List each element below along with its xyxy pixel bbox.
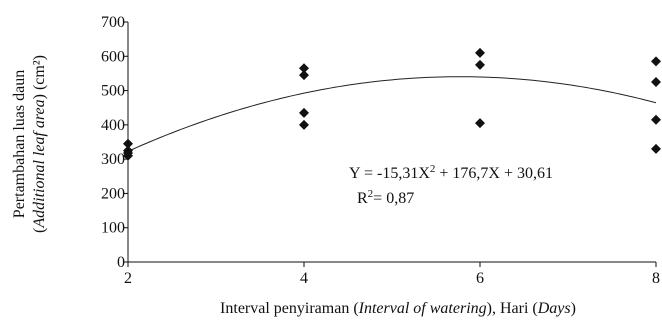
data-point (475, 47, 485, 58)
data-point (475, 118, 485, 129)
axes (127, 22, 656, 263)
x-tick-label: 8 (652, 270, 660, 287)
data-point (299, 119, 309, 130)
r-squared: R2= 0,87 (357, 188, 414, 207)
x-ticks: 2 4 6 8 (124, 262, 660, 287)
data-point (475, 59, 485, 70)
x-axis-title-group: Interval penyiraman (Interval of waterin… (220, 300, 576, 317)
text-part: ), Hari ( (487, 300, 538, 317)
y-tick-label: 700 (101, 14, 125, 31)
y-tick-label: 300 (101, 151, 125, 168)
x-tick-label: 2 (124, 270, 132, 287)
y-tick-label: 400 (101, 117, 125, 134)
data-point (651, 143, 661, 154)
text-part: ) (cm²) (31, 55, 48, 99)
data-points (123, 47, 661, 161)
text-part: 2 (430, 163, 436, 175)
data-point (651, 77, 661, 87)
text-part: Interval penyiraman ( (220, 300, 359, 317)
text-part: = 0,87 (373, 190, 414, 207)
data-point (651, 56, 661, 67)
data-point (651, 114, 661, 125)
y-ticks: 0 100 200 300 400 500 600 700 (101, 14, 128, 271)
text-part: 2 (368, 188, 374, 200)
data-point (123, 150, 133, 161)
y-tick-label: 100 (101, 220, 125, 237)
trendline-group (127, 76, 657, 152)
data-point (123, 138, 133, 149)
text-part: Y = -15,31X (349, 165, 430, 182)
y-tick-label: 200 (101, 185, 125, 202)
data-point (299, 70, 309, 81)
y-tick-label: 0 (117, 254, 125, 271)
y-tick-label: 500 (101, 83, 125, 100)
text-part: ) (571, 300, 576, 317)
y-axis-title-line1: Pertambahan luas daun (11, 70, 28, 218)
text-part: R (357, 190, 368, 207)
text-part: Interval of watering (358, 300, 487, 317)
x-tick-label: 4 (300, 270, 308, 287)
y-axis-title: Pertambahan luas daun(Additional leaf ar… (11, 55, 48, 233)
text-part: ( (31, 228, 48, 233)
data-point (299, 63, 309, 74)
regression-equation: Y = -15,31X2 + 176,7X + 30,61 (349, 163, 553, 182)
x-tick-label: 6 (476, 270, 484, 287)
data-point (299, 107, 309, 118)
y-tick-label: 600 (101, 48, 125, 65)
y-axis-title-line2: (Additional leaf area) (cm²) (31, 55, 48, 233)
trendline (127, 76, 657, 152)
text-part: Days (537, 300, 571, 317)
text-part: Additional leaf area (31, 99, 48, 228)
x-axis-title: Interval penyiraman (Interval of waterin… (220, 300, 576, 317)
text-part: + 176,7X + 30,61 (435, 165, 553, 182)
